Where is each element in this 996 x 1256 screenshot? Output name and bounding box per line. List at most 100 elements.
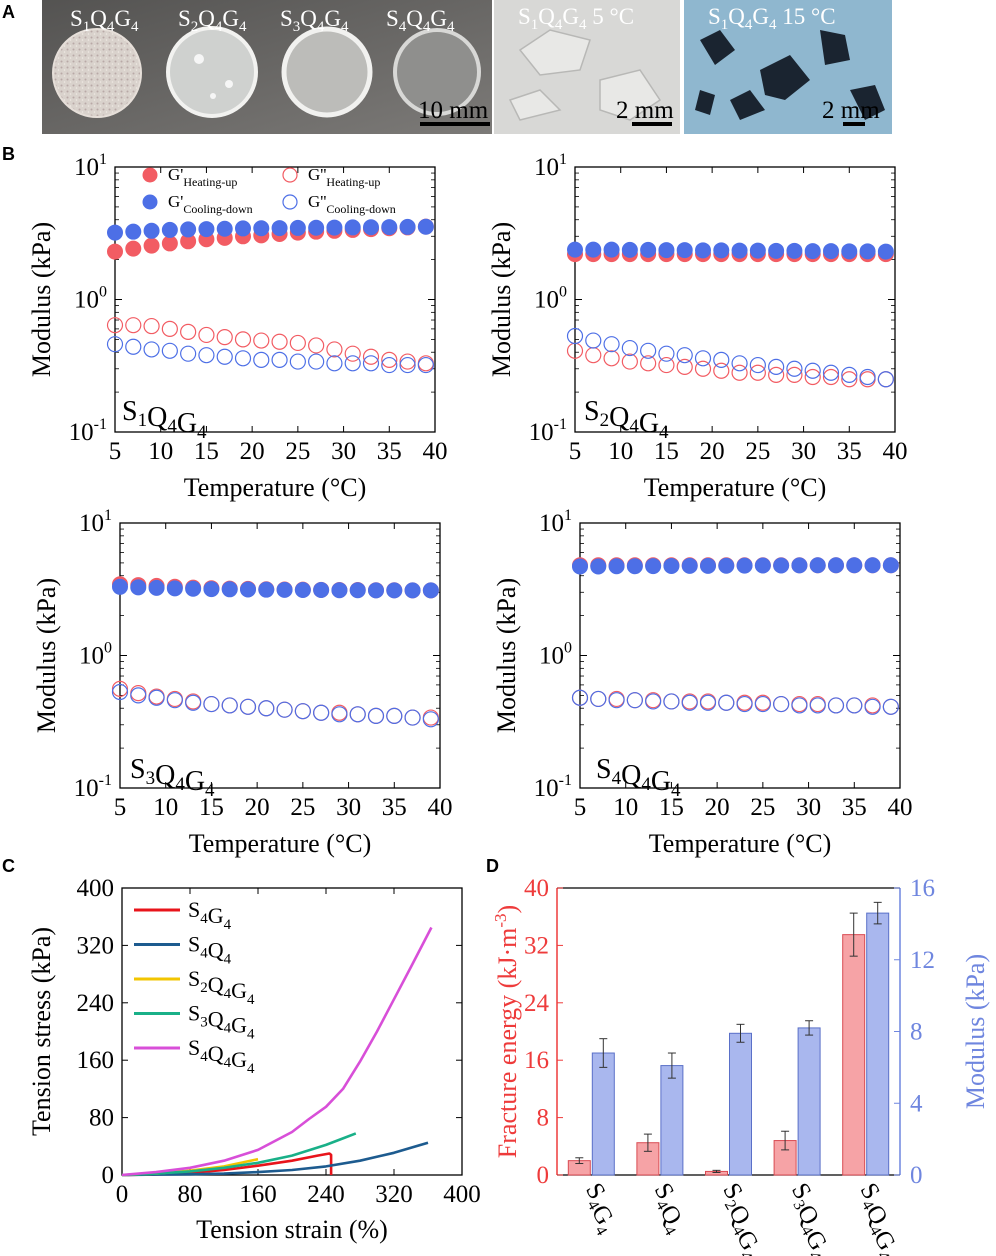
x-tick-label: 25 <box>750 794 775 821</box>
data-point <box>422 711 439 728</box>
y-axis-title: Fracture energy (kJ·m-3) <box>491 905 522 1158</box>
data-point <box>326 341 343 358</box>
data-point <box>125 317 142 334</box>
y-tick-label: 24 <box>524 990 550 1017</box>
series-line-S4Q4 <box>121 1141 429 1177</box>
x-tick-label: 20 <box>240 438 265 465</box>
chart-b-s1q4g4: 5 10 15 20 25 30 35 40 10-1 100 101 Temperature (°C… <box>27 151 448 502</box>
data-point <box>786 360 803 377</box>
sample-label: S2Q4G4 <box>584 396 669 443</box>
data-point <box>367 707 385 725</box>
photo-label-5: S1Q4G4 5 °C <box>518 4 634 33</box>
data-point <box>603 350 620 367</box>
y-axis-title: Modulus (kPa) <box>492 578 521 733</box>
data-point <box>253 351 270 369</box>
data-point <box>749 242 766 259</box>
data-point <box>663 693 680 710</box>
x-tick-label: 5 <box>109 438 122 465</box>
data-point <box>161 342 178 359</box>
category-label: S2Q4G4 <box>703 1179 777 1256</box>
legend-marker <box>142 194 158 210</box>
x-tick-label: 25 <box>290 794 315 821</box>
data-point <box>180 221 197 238</box>
y2-tick-label: 4 <box>910 1090 923 1117</box>
y-tick-label: 10-1 <box>529 416 567 446</box>
data-point <box>216 348 233 365</box>
data-point <box>234 331 252 348</box>
data-point <box>399 356 416 374</box>
data-point <box>804 362 821 379</box>
data-point <box>331 706 348 723</box>
data-point <box>754 694 771 711</box>
data-point <box>258 700 275 717</box>
data-point <box>399 353 416 370</box>
chart-b-s2q4g4: 5 10 15 20 25 30 35 40 10-1 100 101 Temperature (°C… <box>487 151 908 502</box>
data-point <box>754 557 771 574</box>
x-tick-label: 20 <box>705 794 730 821</box>
data-point <box>216 329 233 346</box>
x-tick-label: 320 <box>375 1181 413 1208</box>
data-point <box>363 219 379 236</box>
data-point <box>571 689 589 706</box>
data-point <box>621 353 638 370</box>
data-point <box>658 356 675 374</box>
y2-axis-title: Modulus (kPa) <box>961 954 990 1109</box>
data-point <box>809 697 826 714</box>
y-tick-label: 100 <box>534 284 567 314</box>
data-point <box>645 692 662 709</box>
data-point <box>368 582 384 599</box>
data-point <box>681 693 698 710</box>
data-point <box>276 701 293 718</box>
photo-label-6: S1Q4G4 15 °C <box>708 4 836 33</box>
disc-4 <box>393 28 481 116</box>
photo-label-1: S1Q4G4 <box>70 6 139 35</box>
data-point <box>148 688 165 705</box>
chart-b-s4q4g4: 5 10 15 20 25 30 35 40 10-1 100 101 Temperature (°C… <box>492 507 913 858</box>
scalebar-2 <box>632 122 672 126</box>
data-point <box>294 582 311 599</box>
data-point <box>823 243 839 260</box>
scalebar-3 <box>843 122 865 126</box>
x-tick-label: 10 <box>153 794 178 821</box>
legend-label: G''Heating-up <box>308 165 380 189</box>
data-point <box>608 690 625 708</box>
data-point <box>640 355 657 372</box>
x-tick-label: 25 <box>285 438 310 465</box>
data-point <box>626 692 643 709</box>
data-point <box>221 581 238 598</box>
y-tick-label: 320 <box>77 932 115 959</box>
data-point <box>864 698 881 715</box>
category-label: S4Q4G4 <box>841 1179 915 1256</box>
data-point <box>694 350 712 367</box>
data-point <box>822 368 840 386</box>
y-tick-label: 10-1 <box>69 416 107 446</box>
x-tick-label: 10 <box>148 438 173 465</box>
data-point <box>289 334 306 352</box>
category-label: S3Q4G4 <box>772 1179 846 1256</box>
data-point <box>645 558 662 575</box>
y-tick-label: 400 <box>77 875 115 902</box>
data-point <box>676 242 693 259</box>
data-point <box>713 351 730 369</box>
bar-modulus-S4Q4G4 <box>866 912 890 1176</box>
data-point <box>640 241 657 258</box>
data-point <box>768 358 785 375</box>
disc-2 <box>166 26 258 118</box>
data-point <box>590 690 607 708</box>
data-point <box>749 364 766 381</box>
scalebar-label-1: 10 mm <box>418 97 489 124</box>
x-tick-label: 20 <box>700 438 725 465</box>
data-point <box>271 333 288 350</box>
scalebar-label-2: 2 mm <box>616 97 674 124</box>
x-axis-title: Temperature (°C) <box>649 829 832 858</box>
data-point <box>344 345 361 362</box>
data-point <box>626 558 643 575</box>
data-point <box>239 698 257 715</box>
legend-marker <box>282 167 298 183</box>
data-point <box>180 323 197 340</box>
data-point <box>198 347 215 364</box>
data-point <box>125 338 142 355</box>
data-point <box>768 242 785 259</box>
data-point <box>809 557 826 574</box>
data-point <box>417 356 434 374</box>
